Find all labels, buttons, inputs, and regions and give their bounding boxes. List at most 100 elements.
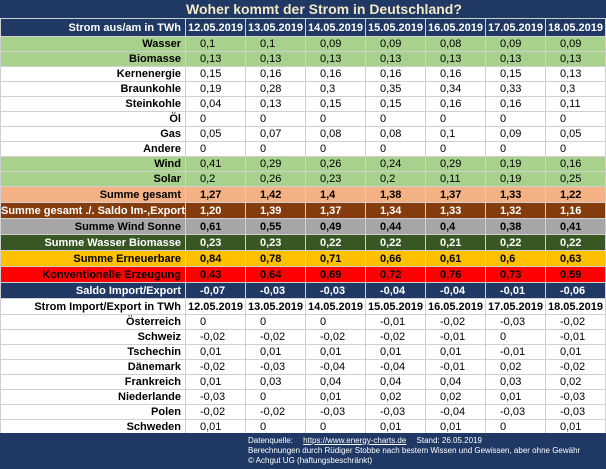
cell-value: 0,16 bbox=[425, 96, 486, 112]
cell-value: 0,16 bbox=[545, 156, 606, 172]
header-date: 15.05.2019 bbox=[365, 298, 426, 315]
cell-value: 0,01 bbox=[305, 389, 366, 405]
cell-value: 0,72 bbox=[365, 266, 426, 283]
cell-value: 0,13 bbox=[545, 51, 606, 67]
cell-value: 0 bbox=[245, 389, 306, 405]
cell-value: 0,15 bbox=[185, 66, 246, 82]
header-label: Strom Import/Export in TWh bbox=[0, 298, 186, 315]
row: Öl 0 0 0 0 0 0 0 bbox=[0, 111, 606, 127]
cell-value: 0,26 bbox=[305, 156, 366, 172]
cell-value: 0,34 bbox=[425, 81, 486, 97]
cell-value: -0,02 bbox=[185, 359, 246, 375]
header-date: 16.05.2019 bbox=[425, 18, 486, 37]
cell-value: 0 bbox=[485, 111, 546, 127]
table: Strom aus/am in TWh 12.05.2019 13.05.2019 1… bbox=[0, 18, 606, 435]
row: Summe Wasser Biomasse 0,23 0,23 0,22 0,22 0,2… bbox=[0, 234, 606, 251]
header-date: 14.05.2019 bbox=[305, 18, 366, 37]
cell-value: -0,04 bbox=[425, 282, 486, 299]
row: Andere 0 0 0 0 0 0 0 bbox=[0, 141, 606, 157]
cell-value: 0,02 bbox=[425, 389, 486, 405]
cell-value: 0,08 bbox=[425, 36, 486, 52]
header-date: 18.05.2019 bbox=[545, 298, 606, 315]
cell-value: 1,33 bbox=[425, 202, 486, 219]
cell-value: 0 bbox=[425, 111, 486, 127]
cell-value: 0,09 bbox=[305, 36, 366, 52]
header-date: 16.05.2019 bbox=[425, 298, 486, 315]
cell-value: 0,76 bbox=[425, 266, 486, 283]
source-label: Datenquelle: bbox=[248, 436, 293, 445]
cell-value: 0,13 bbox=[185, 51, 246, 67]
cell-value: -0,03 bbox=[245, 282, 306, 299]
cell-value: 0,02 bbox=[545, 374, 606, 390]
cell-value: 0 bbox=[305, 111, 366, 127]
row-label: Andere bbox=[0, 141, 186, 157]
cell-value: -0,03 bbox=[545, 389, 606, 405]
cell-value: -0,01 bbox=[425, 329, 486, 345]
cell-value: 0,01 bbox=[305, 344, 366, 360]
row-label: Konventionelle Erzeugung bbox=[0, 266, 186, 283]
source-url[interactable]: https://www.energy-charts.de bbox=[303, 436, 407, 445]
cell-value: 0,23 bbox=[185, 234, 246, 251]
row: Polen -0,02 -0,02 -0,03 -0,03 -0,04 -0,03 -0,03 bbox=[0, 404, 606, 420]
cell-value: 0,09 bbox=[545, 36, 606, 52]
row: Frankreich 0,01 0,03 0,04 0,04 0,04 0,03 0,02 bbox=[0, 374, 606, 390]
cell-value: 0,16 bbox=[485, 96, 546, 112]
row-label: Polen bbox=[0, 404, 186, 420]
header-date: 15.05.2019 bbox=[365, 18, 426, 37]
cell-value: 0,1 bbox=[185, 36, 246, 52]
cell-value: 0 bbox=[245, 314, 306, 330]
cell-value: -0,02 bbox=[425, 314, 486, 330]
row: Summe Erneuerbare 0,84 0,78 0,71 0,66 0,61 0,6… bbox=[0, 250, 606, 267]
cell-value: -0,02 bbox=[305, 329, 366, 345]
row-label: Wasser bbox=[0, 36, 186, 52]
cell-value: 1,37 bbox=[305, 202, 366, 219]
cell-value: 1,27 bbox=[185, 186, 246, 203]
row: Österreich 0 0 0 -0,01 -0,02 -0,03 -0,02 bbox=[0, 314, 606, 330]
row: Schweiz -0,02 -0,02 -0,02 -0,02 -0,01 0 -0,01 bbox=[0, 329, 606, 345]
cell-value: 1,38 bbox=[365, 186, 426, 203]
cell-value: 0,02 bbox=[365, 389, 426, 405]
cell-value: -0,03 bbox=[245, 359, 306, 375]
row-label: Summe gesamt bbox=[0, 186, 186, 203]
cell-value: 0,23 bbox=[305, 171, 366, 187]
cell-value: 0,07 bbox=[245, 126, 306, 142]
cell-value: 0,01 bbox=[245, 344, 306, 360]
cell-value: 1,32 bbox=[485, 202, 546, 219]
cell-value: -0,03 bbox=[485, 404, 546, 420]
cell-value: 0,13 bbox=[545, 66, 606, 82]
cell-value: 0,01 bbox=[185, 344, 246, 360]
row-label: Summe Wind Sonne bbox=[0, 218, 186, 235]
cell-value: 0,04 bbox=[425, 374, 486, 390]
cell-value: 0,29 bbox=[245, 156, 306, 172]
cell-value: -0,04 bbox=[365, 282, 426, 299]
cell-value: 0,22 bbox=[545, 234, 606, 251]
cell-value: -0,01 bbox=[485, 344, 546, 360]
cell-value: 0 bbox=[245, 111, 306, 127]
cell-value: 0 bbox=[365, 141, 426, 157]
cell-value: 0,23 bbox=[245, 234, 306, 251]
cell-value: 0,22 bbox=[485, 234, 546, 251]
cell-value: -0,06 bbox=[545, 282, 606, 299]
cell-value: -0,03 bbox=[545, 404, 606, 420]
cell-value: 0,43 bbox=[185, 266, 246, 283]
cell-value: 0,01 bbox=[185, 374, 246, 390]
cell-value: 0,04 bbox=[185, 96, 246, 112]
cell-value: 0,09 bbox=[485, 36, 546, 52]
cell-value: 0,13 bbox=[485, 51, 546, 67]
title: Woher kommt der Strom in Deutschland? bbox=[0, 0, 606, 18]
cell-value: 0,13 bbox=[305, 51, 366, 67]
row: Gas 0,05 0,07 0,08 0,08 0,1 0,09 0,05 bbox=[0, 126, 606, 142]
cell-value: -0,02 bbox=[185, 404, 246, 420]
row-label: Summe gesamt ./. Saldo Im-,Export bbox=[0, 202, 186, 219]
header-date: 18.05.2019 bbox=[545, 18, 606, 37]
row-label: Solar bbox=[0, 171, 186, 187]
cell-value: -0,04 bbox=[305, 359, 366, 375]
row: Kernenergie 0,15 0,16 0,16 0,16 0,16 0,15 0,13 bbox=[0, 66, 606, 82]
row-label: Gas bbox=[0, 126, 186, 142]
cell-value: -0,02 bbox=[185, 329, 246, 345]
cell-value: -0,01 bbox=[545, 329, 606, 345]
row: Summe gesamt ./. Saldo Im-,Export 1,20 1,3… bbox=[0, 202, 606, 219]
row: Wasser 0,1 0,1 0,09 0,09 0,08 0,09 0,09 bbox=[0, 36, 606, 52]
cell-value: 0 bbox=[545, 141, 606, 157]
